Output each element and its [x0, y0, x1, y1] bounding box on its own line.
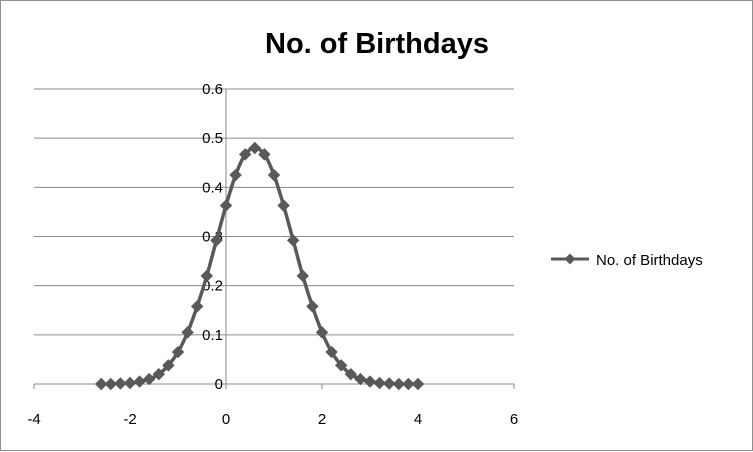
x-tick-label: -2: [123, 411, 136, 428]
y-tick-label: 0: [215, 376, 223, 393]
data-point-marker: [382, 377, 396, 390]
data-point-marker: [411, 377, 425, 391]
series-line: [101, 146, 418, 386]
data-point-marker: [181, 326, 194, 339]
data-point-marker: [229, 168, 242, 182]
y-tick-label: 0.4: [202, 179, 223, 196]
data-point-marker: [373, 376, 386, 390]
x-tick-label: 6: [510, 411, 518, 428]
data-point-marker: [402, 377, 415, 391]
x-tick-label: 2: [318, 411, 326, 428]
x-tick-label: 4: [414, 411, 422, 428]
data-point-marker: [219, 199, 233, 212]
data-point-marker: [104, 377, 118, 391]
legend: No. of Birthdays: [551, 252, 703, 269]
gridlines: [34, 88, 514, 336]
data-point-marker: [334, 359, 348, 372]
data-series: [94, 141, 425, 391]
x-tick-label: 0: [222, 411, 230, 428]
y-tick-label: 0.2: [202, 278, 223, 295]
data-point-marker: [248, 141, 262, 155]
data-point-marker: [152, 367, 166, 381]
legend-label: No. of Birthdays: [596, 252, 703, 269]
data-point-marker: [114, 377, 127, 390]
data-point-marker: [325, 345, 338, 359]
data-point-marker: [123, 376, 137, 390]
data-point-marker: [171, 345, 185, 359]
data-point-marker: [363, 375, 377, 388]
data-point-marker: [210, 234, 223, 247]
data-point-marker: [344, 367, 358, 381]
data-point-marker: [267, 168, 281, 182]
data-point-marker: [258, 148, 271, 161]
data-point-marker: [392, 377, 406, 391]
data-point-marker: [238, 148, 252, 161]
legend-marker-diamond: [564, 253, 576, 265]
data-point-marker: [315, 326, 329, 339]
data-point-marker: [277, 199, 290, 212]
chart-title: No. of Birthdays: [265, 28, 489, 60]
data-point-marker: [142, 372, 156, 386]
y-tick-label: 0.5: [202, 130, 223, 147]
data-point-marker: [162, 359, 175, 372]
data-point-marker: [200, 269, 214, 283]
axes: [33, 89, 515, 389]
y-tick-label: 0.1: [202, 327, 223, 344]
y-tick-label: 0.6: [202, 81, 223, 98]
tick-labels: 00.10.20.30.40.50.6-4 -2 0 2 4 6: [27, 81, 518, 428]
data-point-marker: [133, 375, 146, 388]
data-point-marker: [354, 372, 367, 386]
data-point-marker: [306, 300, 319, 313]
data-point-marker: [94, 377, 108, 391]
x-tick-label: -4: [27, 411, 40, 428]
data-point-marker: [296, 269, 310, 283]
data-point-marker: [286, 234, 300, 247]
data-point-marker: [190, 300, 204, 313]
